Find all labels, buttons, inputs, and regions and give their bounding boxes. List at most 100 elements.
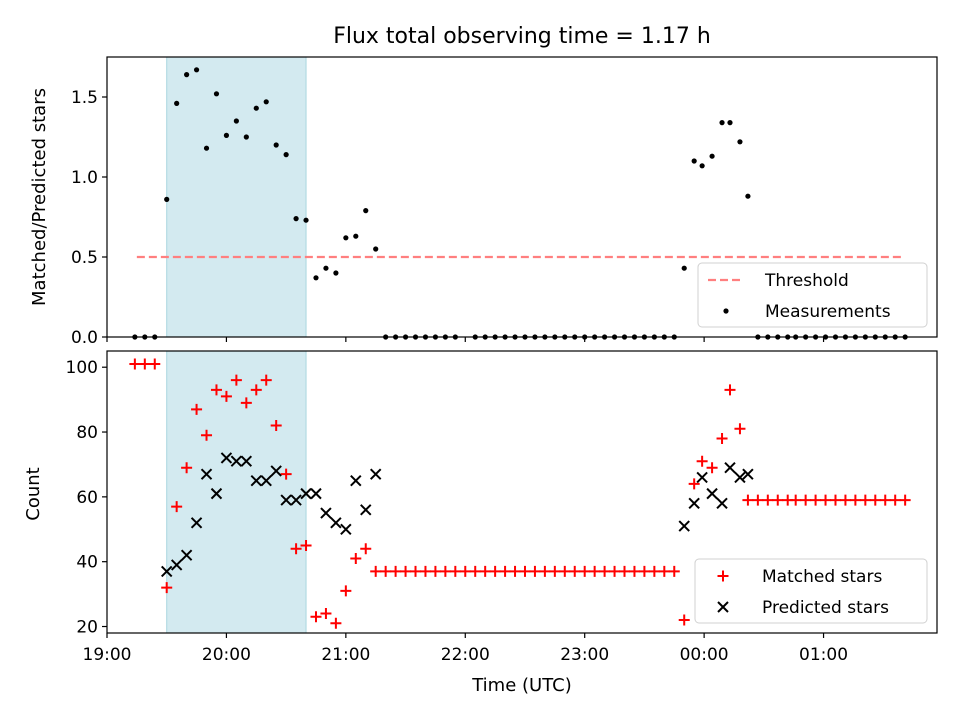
data-point: [745, 193, 751, 199]
y-tick-label: 1.0: [71, 168, 98, 188]
data-point: [250, 384, 262, 396]
data-point: [320, 608, 332, 620]
data-point: [681, 265, 687, 271]
data-point: [742, 468, 754, 480]
x-tick-label: 20:00: [202, 645, 251, 665]
data-point: [350, 474, 362, 487]
data-point: [489, 565, 501, 577]
data-point: [191, 403, 203, 415]
data-point: [820, 494, 832, 506]
data-point: [290, 543, 302, 555]
y-tick-label: 60: [76, 488, 98, 508]
data-point: [737, 139, 743, 145]
data-point: [164, 196, 170, 202]
data-point: [369, 468, 382, 480]
data-point: [658, 565, 670, 577]
x-tick-label: 22:00: [441, 645, 490, 665]
data-point: [539, 565, 551, 577]
data-point: [353, 233, 359, 239]
data-point: [340, 585, 352, 597]
data-point: [230, 455, 243, 467]
x-tick-label: 21:00: [321, 645, 370, 665]
bottom-y-axis-label: Count: [23, 467, 44, 520]
data-point: [688, 478, 700, 490]
data-point: [709, 153, 715, 159]
data-point: [810, 494, 822, 506]
data-point: [330, 617, 342, 629]
data-point: [170, 559, 183, 571]
data-point: [599, 565, 611, 577]
data-point: [429, 565, 441, 577]
data-point: [706, 462, 718, 474]
legend-label: Matched stars: [762, 567, 882, 587]
x-tick-label: 19:00: [83, 645, 132, 665]
data-point: [724, 384, 736, 396]
data-point: [691, 158, 697, 164]
data-point: [340, 523, 352, 535]
x-tick-label: 00:00: [680, 645, 729, 665]
data-point: [280, 494, 292, 506]
data-point: [439, 565, 451, 577]
data-point: [181, 462, 193, 474]
data-point: [270, 420, 282, 432]
data-point: [889, 494, 901, 506]
data-point: [200, 468, 213, 480]
data-point: [270, 465, 282, 477]
data-point: [330, 517, 342, 529]
data-point: [549, 565, 561, 577]
data-point: [839, 494, 851, 506]
data-point: [310, 611, 322, 623]
data-point: [300, 539, 312, 551]
data-point: [293, 216, 299, 222]
data-point: [373, 246, 379, 252]
x-axis-label: Time (UTC): [471, 675, 572, 696]
data-point: [174, 100, 180, 106]
data-point: [129, 358, 141, 370]
data-point: [724, 461, 736, 474]
data-point: [479, 565, 491, 577]
data-point: [678, 614, 690, 626]
x-tick-label: 23:00: [560, 645, 609, 665]
data-point: [313, 275, 319, 281]
data-point: [161, 582, 173, 594]
data-point: [879, 494, 891, 506]
axes-frame: [106, 56, 938, 338]
legend: Threshold Measurements: [697, 262, 928, 328]
data-point: [529, 565, 541, 577]
legend-marker: [717, 601, 729, 613]
legend-marker: [723, 308, 729, 314]
data-point: [290, 494, 302, 506]
data-point: [310, 487, 322, 500]
shaded-region: [166, 350, 307, 634]
data-point: [343, 235, 349, 241]
data-point: [363, 208, 369, 214]
data-point: [333, 270, 339, 276]
data-point: [459, 565, 471, 577]
data-point: [696, 471, 708, 484]
data-point: [273, 142, 279, 148]
data-point: [519, 565, 531, 577]
y-tick-label: 40: [76, 553, 98, 573]
data-point: [171, 501, 183, 513]
data-point: [790, 494, 802, 506]
data-point: [161, 565, 173, 578]
data-point: [223, 132, 230, 138]
data-point: [569, 565, 581, 577]
legend-label: Threshold: [764, 271, 849, 291]
data-point: [449, 565, 461, 577]
data-point: [419, 565, 431, 577]
data-point: [193, 67, 200, 73]
shaded-region: [166, 56, 307, 338]
ratio-panel: 0.0 0.5 1.0 1.5 Threshold Measurements: [71, 56, 938, 348]
y-tick-label: 80: [76, 423, 98, 443]
data-point: [149, 358, 161, 370]
x-tick-label: 01:00: [799, 645, 848, 665]
data-point: [201, 429, 213, 441]
legend-box: [694, 558, 928, 624]
data-point: [283, 152, 289, 158]
data-point: [370, 565, 382, 577]
data-point: [899, 494, 911, 506]
data-point: [849, 494, 861, 506]
data-point: [190, 517, 203, 529]
